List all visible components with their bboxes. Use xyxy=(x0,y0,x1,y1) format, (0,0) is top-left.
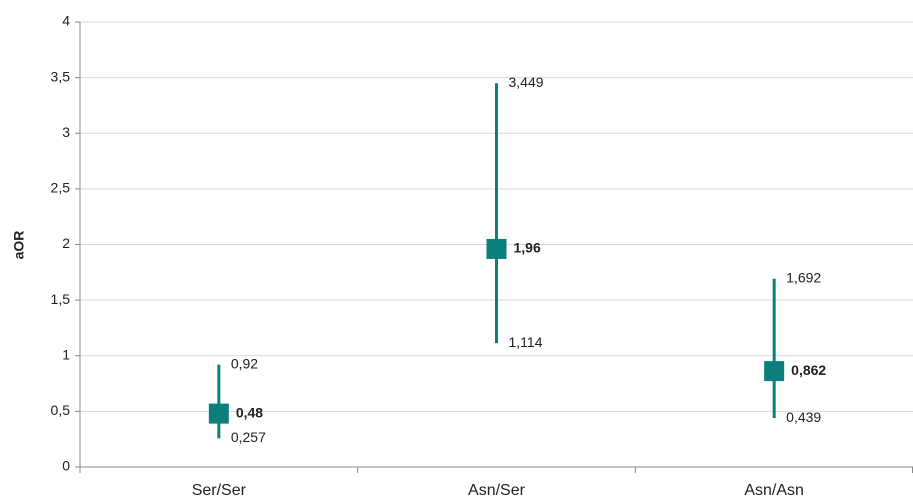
y-tick-label: 1,5 xyxy=(51,291,71,307)
value-label: 0,862 xyxy=(791,362,826,378)
point-estimate xyxy=(764,361,785,382)
upper-label: 3,449 xyxy=(509,74,544,90)
point-estimate xyxy=(486,238,507,259)
lower-label: 1,114 xyxy=(509,334,543,350)
y-axis-label: aOR xyxy=(11,231,27,260)
upper-label: 0,92 xyxy=(231,355,258,371)
y-tick-label: 3,5 xyxy=(51,68,71,84)
y-tick-label: 3 xyxy=(62,124,70,140)
lower-label: 0,439 xyxy=(786,409,821,425)
lower-label: 0,257 xyxy=(231,429,266,445)
x-tick-label: Asn/Asn xyxy=(744,482,804,499)
upper-label: 1,692 xyxy=(786,269,821,285)
y-tick-label: 0,5 xyxy=(51,402,71,418)
y-tick-label: 4 xyxy=(62,13,70,29)
y-tick-label: 2 xyxy=(62,235,70,251)
x-tick-label: Ser/Ser xyxy=(192,482,247,499)
point-estimate xyxy=(208,403,229,424)
value-label: 0,48 xyxy=(236,404,263,420)
y-tick-label: 1 xyxy=(62,346,70,362)
x-tick-label: Asn/Ser xyxy=(468,482,526,499)
value-label: 1,96 xyxy=(514,240,541,256)
y-tick-label: 2,5 xyxy=(51,180,71,196)
y-tick-label: 0 xyxy=(62,458,70,474)
